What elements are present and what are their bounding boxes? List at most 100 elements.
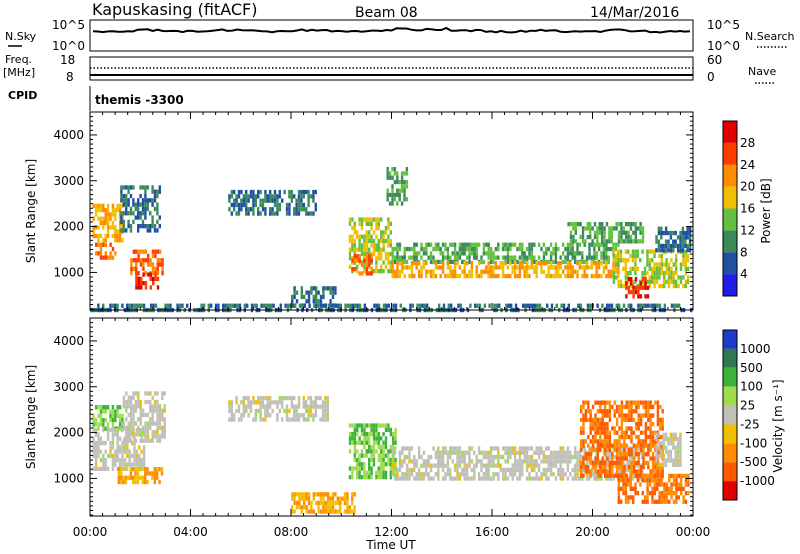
velocity-cell <box>102 453 105 459</box>
velocity-cell <box>547 467 550 473</box>
velocity-cell <box>518 454 522 460</box>
power-cell <box>511 242 514 247</box>
power-cell <box>94 208 98 213</box>
velocity-cell <box>623 452 626 457</box>
power-cell <box>630 303 633 308</box>
power-cell <box>550 303 554 308</box>
velocity-cell <box>453 450 457 455</box>
power-cell <box>540 269 543 274</box>
velocity-cell <box>651 473 654 479</box>
power-cell <box>646 303 650 308</box>
velocity-cell <box>123 462 127 467</box>
velocity-cell <box>149 425 152 430</box>
power-cell <box>509 255 512 260</box>
velocity-cell <box>646 495 649 500</box>
power-cell <box>156 219 159 224</box>
power-cell <box>348 221 352 226</box>
velocity-cell <box>606 469 609 474</box>
velocity-cell <box>353 440 356 445</box>
velocity-cell <box>676 462 680 467</box>
power-cell <box>284 303 287 308</box>
velocity-cell <box>420 463 423 468</box>
power-cell <box>252 194 255 199</box>
power-cell <box>656 303 659 308</box>
velocity-cell <box>449 467 452 473</box>
power-cell <box>307 294 311 300</box>
power-cell <box>249 207 253 212</box>
velocity-cell <box>487 463 490 468</box>
velocity-cell <box>368 457 371 463</box>
velocity-cell <box>601 469 604 474</box>
velocity-cell <box>149 408 152 413</box>
power-cell <box>470 261 474 266</box>
power-cell <box>312 299 315 304</box>
velocity-cell <box>254 400 257 405</box>
velocity-cell <box>603 422 607 427</box>
velocity-cell <box>482 472 486 477</box>
velocity-cell <box>307 408 310 414</box>
power-cell <box>641 279 644 284</box>
velocity-cell <box>94 405 98 410</box>
power-cell <box>94 212 98 217</box>
power-cell <box>566 273 570 279</box>
velocity-cell <box>516 476 519 481</box>
velocity-cell <box>123 440 127 446</box>
power-cell <box>670 271 673 276</box>
velocity-scale-label: Velocity [m s⁻¹] <box>771 379 785 472</box>
velocity-cell <box>92 436 95 441</box>
power-cell <box>380 251 383 257</box>
velocity-cell <box>654 465 657 470</box>
velocity-cell <box>623 439 626 444</box>
velocity-cell <box>422 476 426 481</box>
velocity-cell <box>153 408 157 413</box>
power-cell <box>393 197 397 202</box>
power-cell <box>401 265 404 270</box>
power-cell <box>236 303 239 308</box>
velocity-cell <box>391 450 394 455</box>
velocity-cell <box>482 463 486 468</box>
power-cell <box>312 194 315 199</box>
velocity-cell <box>564 454 567 460</box>
power-cell <box>300 290 303 295</box>
power-cell <box>684 239 687 244</box>
velocity-cell <box>509 454 512 460</box>
velocity-scale-swatch <box>723 443 737 463</box>
velocity-cell <box>603 409 607 414</box>
power-scale-tick-label: 12 <box>740 223 755 237</box>
velocity-cell <box>149 404 152 409</box>
velocity-cell <box>587 465 590 470</box>
velocity-cell <box>620 413 624 418</box>
velocity-cell <box>585 476 589 481</box>
velocity-cell <box>257 395 260 401</box>
velocity-cell <box>365 449 368 454</box>
velocity-cell <box>156 408 159 413</box>
power-cell <box>571 273 574 279</box>
power-cell <box>593 230 597 235</box>
velocity-cell <box>680 482 683 487</box>
velocity-cell <box>573 476 577 481</box>
velocity-cell <box>647 400 650 405</box>
velocity-cell <box>327 500 330 506</box>
power-cell <box>639 222 642 227</box>
power-cell <box>410 246 414 252</box>
velocity-cell <box>594 426 597 431</box>
velocity-cell <box>309 400 313 405</box>
velocity-cell <box>336 509 339 514</box>
power-cell <box>391 184 394 189</box>
velocity-cell <box>114 453 117 459</box>
velocity-cell <box>393 450 397 455</box>
velocity-cell <box>549 467 553 473</box>
power-cell <box>272 303 275 308</box>
power-cell <box>401 269 404 274</box>
power-cell <box>237 207 241 212</box>
power-cell <box>307 299 311 304</box>
velocity-cell <box>137 417 140 422</box>
power-cell <box>144 249 147 254</box>
velocity-cell <box>322 505 325 510</box>
velocity-cell <box>661 465 664 470</box>
velocity-cell <box>382 475 385 480</box>
power-cell <box>388 192 392 198</box>
power-cell <box>309 194 313 199</box>
power-cell <box>118 212 122 217</box>
velocity-cell <box>596 443 600 448</box>
